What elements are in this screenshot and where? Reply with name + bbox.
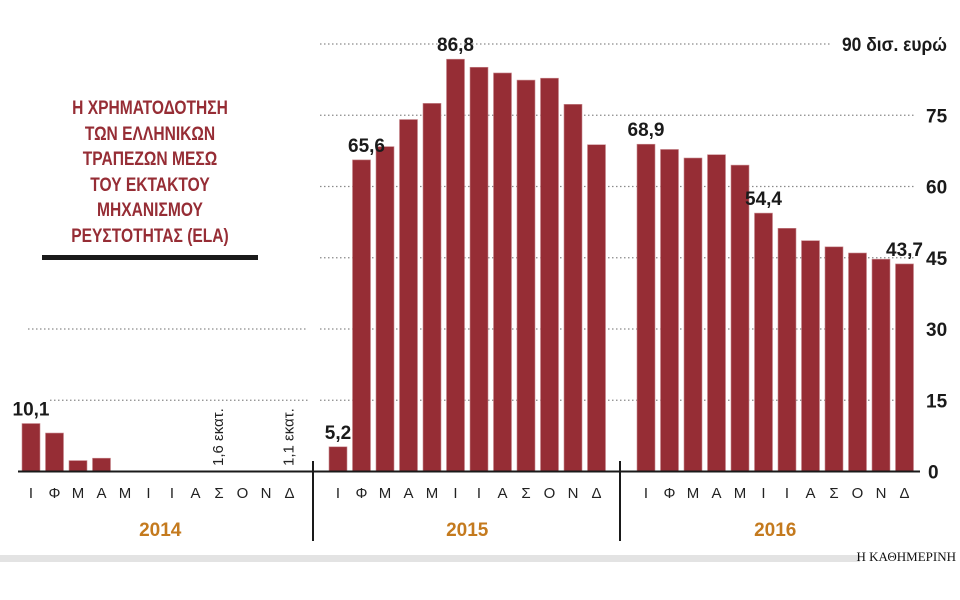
month-label: Ι — [453, 485, 457, 502]
bar — [45, 432, 64, 472]
bar — [871, 258, 891, 472]
bar — [516, 79, 536, 472]
month-label: Ι — [761, 485, 765, 502]
bar — [777, 228, 797, 472]
title-line: ΤΟΥ ΕΚΤΑΚΤΟΥ — [90, 174, 210, 196]
month-label: Μ — [734, 485, 747, 502]
chart-title: Η ΧΡΗΜΑΤΟΔΟΤΗΣΗ ΤΩΝ ΕΛΛΗΝΙΚΩΝ ΤΡΑΠΕΖΩΝ Μ… — [52, 96, 249, 249]
bar — [399, 119, 418, 472]
month-label: Α — [805, 485, 815, 502]
month-label: Δ — [591, 485, 601, 502]
footer-band — [0, 555, 860, 562]
month-label: Σ — [829, 485, 838, 502]
month-label: Μ — [72, 485, 85, 502]
month-label: Σ — [521, 485, 530, 502]
value-label: 10,1 — [13, 400, 50, 421]
month-label: Ν — [876, 485, 887, 502]
bar — [92, 457, 111, 472]
year-label: 2015 — [446, 520, 489, 541]
title-underline — [42, 255, 258, 260]
value-label-rotated: 1,6 εκατ. — [210, 408, 227, 466]
bar — [707, 154, 726, 472]
month-label: Μ — [119, 485, 132, 502]
bar — [375, 146, 395, 472]
bar — [469, 66, 489, 472]
title-line: ΤΩΝ ΕΛΛΗΝΙΚΩΝ — [84, 123, 216, 145]
bar — [493, 72, 512, 472]
month-label: Ο — [237, 485, 249, 502]
value-label-rotated: 1,1 εκατ. — [281, 408, 298, 466]
month-label: Α — [403, 485, 413, 502]
bar — [660, 149, 679, 472]
month-label: Ι — [336, 485, 340, 502]
value-label: 43,7 — [886, 240, 923, 261]
y-tick-label: 15 — [926, 391, 948, 412]
title-line: ΤΡΑΠΕΖΩΝ ΜΕΣΩ — [82, 149, 218, 170]
month-label: Μ — [426, 485, 439, 502]
month-label: Μ — [379, 485, 392, 502]
month-label: Μ — [687, 485, 700, 502]
title-line: ΡΕΥΣΤΟΤΗΤΑΣ (ELA) — [71, 225, 229, 247]
month-label: Ι — [146, 485, 150, 502]
bar — [446, 58, 465, 472]
month-label: Φ — [49, 485, 61, 502]
month-label: Ι — [29, 485, 33, 502]
value-label: 86,8 — [437, 35, 474, 56]
month-label: Α — [190, 485, 200, 502]
month-label: Ι — [785, 485, 789, 502]
value-label: 65,6 — [348, 136, 385, 157]
month-label: Φ — [356, 485, 368, 502]
month-label: Ο — [852, 485, 864, 502]
y-tick-label: 60 — [926, 178, 947, 199]
bar — [540, 77, 559, 472]
bar — [352, 159, 371, 472]
bar — [683, 157, 703, 472]
y-tick-label: 0 — [928, 463, 939, 484]
bar — [824, 246, 844, 472]
bar — [636, 143, 656, 472]
month-label: Α — [711, 485, 721, 502]
bar — [328, 446, 348, 472]
bar — [563, 104, 583, 472]
month-label: Α — [497, 485, 507, 502]
bar — [895, 263, 914, 472]
bar — [422, 103, 442, 472]
month-label: Α — [96, 485, 106, 502]
month-label: Ν — [568, 485, 579, 502]
bar — [754, 212, 773, 472]
value-label: 54,4 — [745, 189, 782, 210]
month-label: Ι — [644, 485, 648, 502]
bar — [21, 423, 41, 472]
month-label: Δ — [284, 485, 294, 502]
bar — [848, 252, 867, 472]
y-tick-label: 75 — [926, 106, 948, 127]
y-tick-label: 45 — [926, 249, 948, 270]
title-line: ΜΗΧΑΝΙΣΜΟΥ — [97, 200, 203, 221]
month-label: Φ — [664, 485, 676, 502]
month-label: Ο — [544, 485, 556, 502]
y-tick-label: 90 δισ. ευρώ — [842, 35, 947, 56]
month-label: Σ — [214, 485, 223, 502]
year-label: 2014 — [139, 520, 182, 541]
value-label: 5,2 — [325, 423, 351, 444]
bar — [68, 460, 88, 472]
year-label: 2016 — [754, 520, 796, 541]
bar — [587, 144, 606, 472]
title-line: Η ΧΡΗΜΑΤΟΔΟΤΗΣΗ — [72, 98, 228, 119]
y-tick-label: 30 — [926, 320, 947, 341]
bar — [730, 164, 750, 472]
month-label: Ι — [477, 485, 481, 502]
value-label: 68,9 — [628, 120, 665, 141]
month-label: Δ — [899, 485, 909, 502]
month-label: Ι — [170, 485, 174, 502]
month-label: Ν — [261, 485, 272, 502]
source-credit: Η ΚΑΘΗΜΕΡΙΝΗ — [856, 549, 957, 564]
bar — [801, 240, 820, 472]
